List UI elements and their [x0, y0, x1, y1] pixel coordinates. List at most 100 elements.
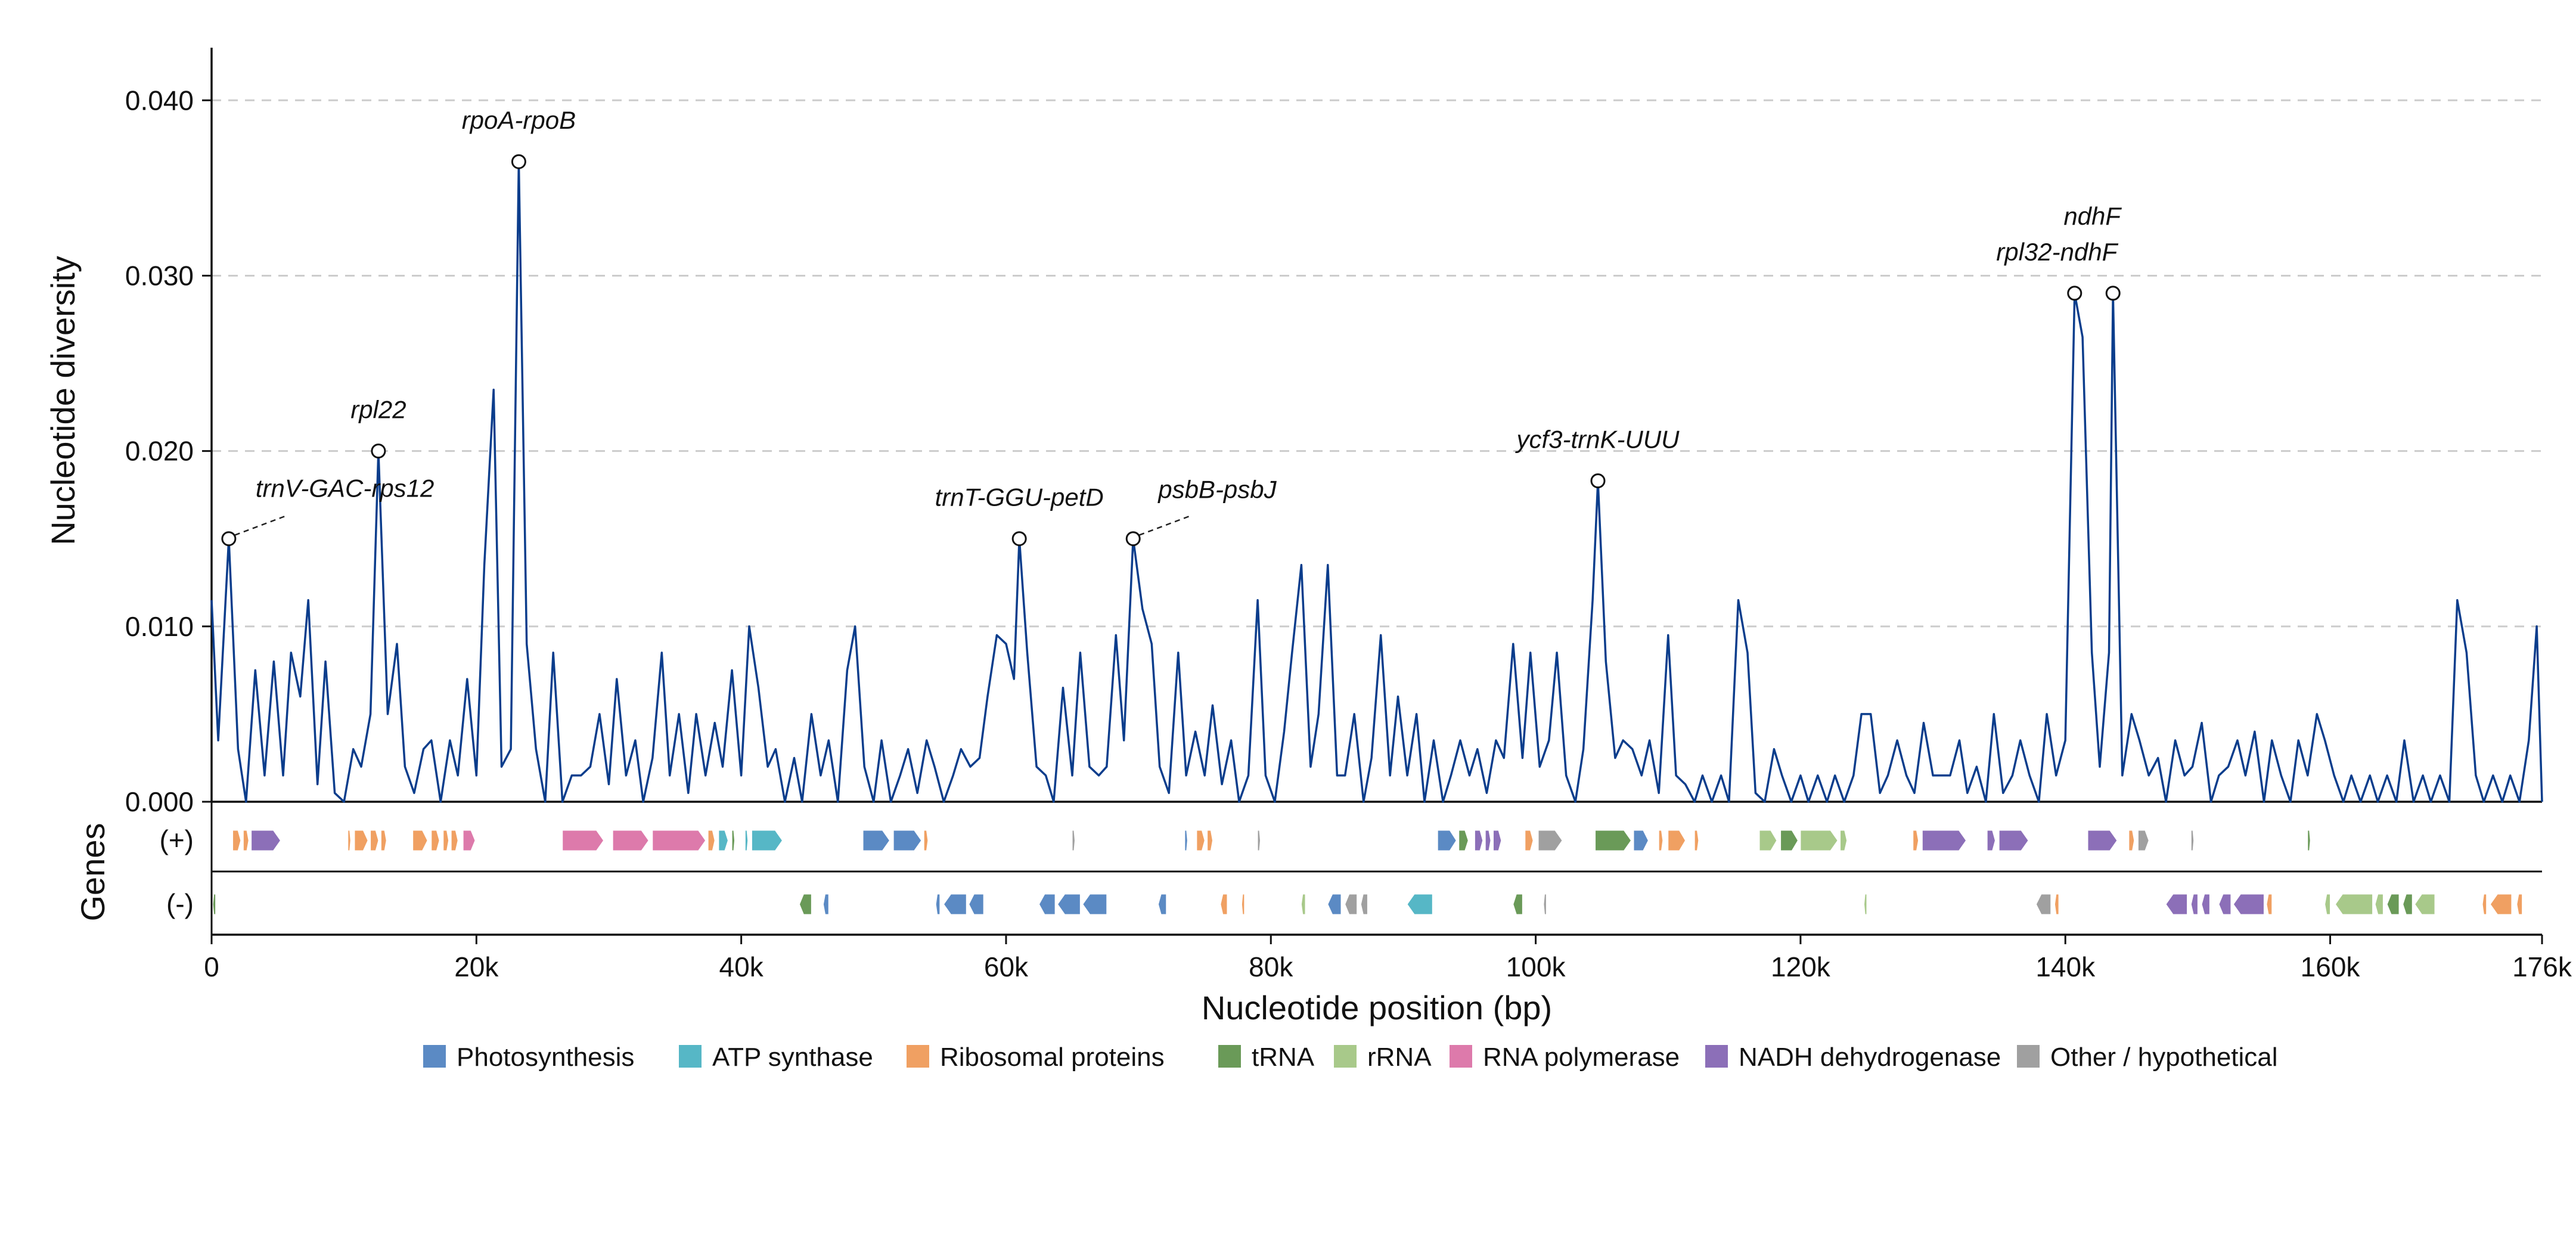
peak-label: psbB-psbJ — [1157, 476, 1277, 504]
legend: Photosynthesis ATP synthase Ribosomal prot… — [423, 1043, 2278, 1072]
gene-minus — [1360, 894, 1368, 915]
gene-minus — [969, 894, 984, 915]
gene-plus — [744, 830, 749, 851]
gene-plus — [463, 830, 476, 851]
gene-plus — [1196, 830, 1205, 851]
gene-plus — [893, 830, 922, 851]
y-tick-label: 0.000 — [125, 786, 194, 817]
gene-plus — [718, 830, 728, 851]
genes-track-title: Genes — [74, 823, 111, 922]
gene-minus — [1057, 894, 1081, 915]
gene-plus — [243, 830, 249, 851]
gene-minus — [2482, 894, 2487, 915]
gene-plus — [707, 830, 715, 851]
gene-plus — [1458, 830, 1469, 851]
gene-plus — [431, 830, 440, 851]
x-tick-label: 160k — [2301, 951, 2361, 982]
x-tick-label: 40k — [719, 951, 764, 982]
peak-marker — [221, 531, 237, 547]
legend-swatch — [1218, 1045, 1241, 1068]
gene-plus — [1207, 830, 1213, 851]
legend-swatch — [1334, 1045, 1357, 1068]
peak-marker — [511, 154, 526, 169]
gene-plus — [1525, 830, 1534, 851]
gene-minus — [2035, 894, 2052, 915]
axes: 0.000 0.010 0.020 0.030 0.040 0 20k 40k 60k 80k 10… — [125, 48, 2572, 982]
legend-swatch — [423, 1045, 446, 1068]
gene-minus — [1157, 894, 1167, 915]
legend-label: rRNA — [1367, 1043, 1432, 1072]
peak-marker — [371, 443, 386, 459]
strand-plus-label: (+) — [160, 824, 194, 855]
gene-plus — [232, 830, 241, 851]
peak-leader-line — [234, 515, 286, 536]
legend-label: Other / hypothetical — [2050, 1043, 2278, 1072]
gene-minus — [2218, 894, 2232, 915]
gene-plus — [451, 830, 458, 851]
x-axis-title: Nucleotide position (bp) — [1202, 989, 1552, 1026]
peak-marker — [1125, 531, 1141, 547]
gene-plus — [2137, 830, 2149, 851]
legend-label: RNA polymerase — [1483, 1043, 1680, 1072]
peak-marker — [2067, 286, 2082, 301]
gene-plus — [1072, 830, 1075, 851]
y-tick-label: 0.040 — [125, 85, 194, 116]
gene-plus — [1437, 830, 1457, 851]
x-tick-label: 120k — [1771, 951, 1831, 982]
gene-minus — [1543, 894, 1547, 915]
y-axis-title: Nucleotide diversity — [44, 256, 82, 545]
gene-plus — [354, 830, 368, 851]
gene-minus — [1864, 894, 1867, 915]
gene-plus — [1840, 830, 1848, 851]
legend-swatch — [907, 1045, 929, 1068]
gene-minus — [1301, 894, 1306, 915]
gene-plus — [1493, 830, 1502, 851]
gene-plus — [1485, 830, 1491, 851]
x-tick-label: 176k — [2512, 951, 2572, 982]
legend-swatch — [679, 1045, 702, 1068]
peak-label: ndhF — [2063, 202, 2122, 230]
legend-label: Ribosomal proteins — [940, 1043, 1165, 1072]
peak-label: trnT-GGU-petD — [935, 483, 1104, 511]
peak-label: rpl32-ndhF — [1996, 238, 2118, 266]
gene-plus — [1694, 830, 1699, 851]
diversity-series — [210, 160, 2543, 803]
gene-minus — [2375, 894, 2383, 915]
gene-minus — [1082, 894, 1107, 915]
legend-label: Photosynthesis — [457, 1043, 634, 1072]
x-tick-label: 140k — [2035, 951, 2096, 982]
legend-swatch — [2017, 1045, 2040, 1068]
peak-label: rpoA-rpoB — [462, 106, 576, 134]
grid-lines — [212, 99, 2542, 628]
gene-plus — [1668, 830, 1686, 851]
gene-plus — [1780, 830, 1799, 851]
gene-minus — [823, 894, 829, 915]
legend-swatch — [1705, 1045, 1728, 1068]
gene-minus — [2386, 894, 2400, 915]
gene-minus — [2165, 894, 2188, 915]
legend-label: NADH dehydrogenase — [1739, 1043, 2001, 1072]
gene-minus — [2324, 894, 2331, 915]
gene-plus — [347, 830, 351, 851]
gene-minus — [2266, 894, 2273, 915]
gene-plus — [1474, 830, 1483, 851]
gene-plus — [923, 830, 929, 851]
gene-plus — [443, 830, 449, 851]
x-tick-label: 60k — [984, 951, 1029, 982]
gene-plus — [2087, 830, 2118, 851]
gene-plus — [562, 830, 604, 851]
gene-minus — [1038, 894, 1056, 915]
gene-minus — [2516, 894, 2523, 915]
gene-minus — [2054, 894, 2059, 915]
gene-plus — [2190, 830, 2195, 851]
peak-annotations: trnV-GAC-rps12 rpl22 rpoA-rpoB trnT-GGU-pet… — [221, 106, 2122, 547]
y-tick-label: 0.030 — [125, 260, 194, 291]
gene-minus — [212, 894, 216, 915]
gene-minus — [1407, 894, 1433, 915]
gene-plus — [380, 830, 387, 851]
x-tick-label: 20k — [454, 951, 499, 982]
gene-minus — [2190, 894, 2198, 915]
gene-plus — [1800, 830, 1838, 851]
gene-minus — [2201, 894, 2210, 915]
peak-leader-line — [1138, 515, 1190, 536]
